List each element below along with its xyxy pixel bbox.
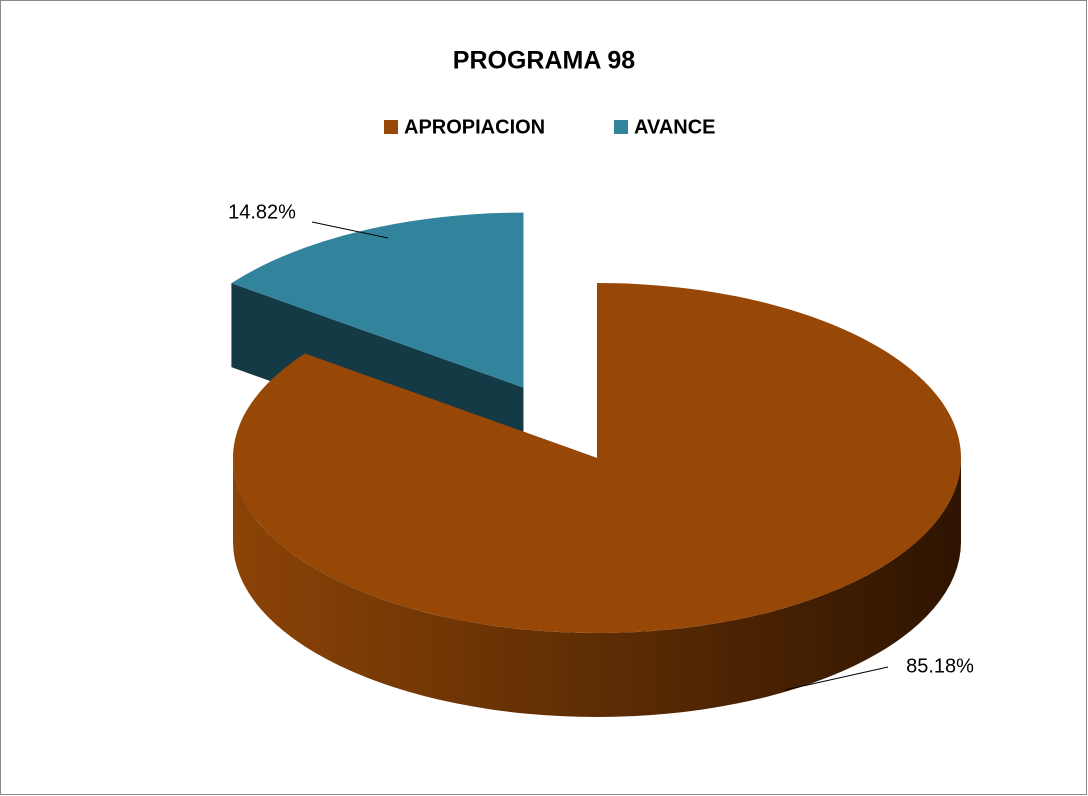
leader-line bbox=[784, 666, 889, 691]
data-label: 85.18% bbox=[906, 655, 974, 677]
legend-label: APROPIACION bbox=[404, 116, 545, 138]
legend-label: AVANCE bbox=[634, 116, 715, 138]
data-label: 14.82% bbox=[228, 201, 296, 223]
legend-swatch bbox=[614, 120, 628, 134]
slice bbox=[233, 283, 961, 633]
pie bbox=[231, 212, 961, 717]
slice bbox=[231, 212, 524, 388]
legend: APROPIACION AVANCE bbox=[384, 116, 715, 138]
slice-side bbox=[233, 458, 961, 717]
leader-line bbox=[311, 221, 389, 239]
legend-swatch bbox=[384, 120, 398, 134]
chart-title: PROGRAMA 98 bbox=[453, 47, 636, 75]
